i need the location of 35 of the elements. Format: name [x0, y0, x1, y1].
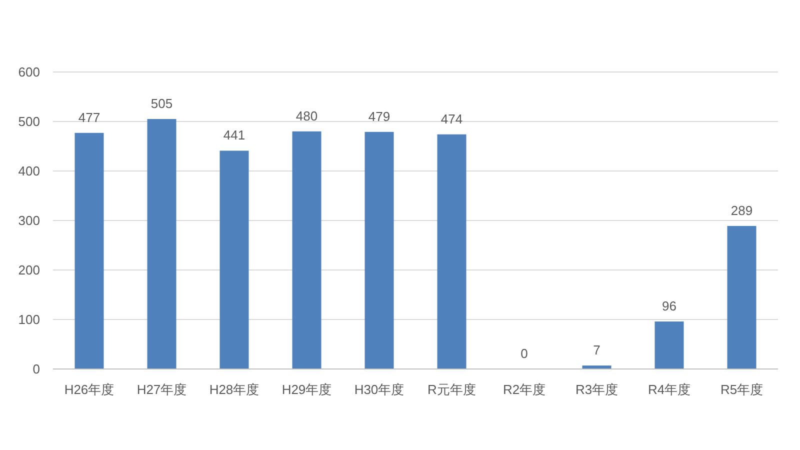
x-tick-label: H27年度 — [136, 382, 187, 397]
bar — [220, 150, 249, 369]
x-tick-label: H30年度 — [354, 382, 404, 397]
x-tick-label: H28年度 — [209, 382, 260, 397]
x-tick-label: R5年度 — [720, 382, 764, 397]
data-label: 289 — [730, 202, 753, 218]
x-tick-label: R4年度 — [648, 382, 691, 397]
y-tick-label: 400 — [18, 164, 40, 178]
data-label: 441 — [223, 128, 246, 143]
data-label: 0 — [520, 346, 528, 361]
y-tick-label: 600 — [18, 64, 40, 80]
data-label: 96 — [662, 298, 676, 314]
data-label: 477 — [78, 110, 100, 125]
data-label: 480 — [296, 108, 318, 124]
bar — [654, 321, 684, 369]
y-tick-label: 200 — [18, 262, 40, 278]
bar — [364, 132, 394, 369]
y-tick-label: 500 — [18, 114, 40, 129]
bar — [437, 134, 466, 369]
x-tick-label: H26年度 — [64, 382, 114, 397]
bar — [727, 226, 756, 369]
x-tick-label: H29年度 — [282, 382, 332, 397]
bar — [292, 131, 322, 369]
y-tick-label: 0 — [32, 362, 40, 376]
bar — [147, 119, 176, 369]
data-label: 479 — [368, 108, 390, 124]
x-tick-label: R3年度 — [575, 382, 618, 397]
x-tick-label: R2年度 — [502, 382, 546, 397]
y-tick-label: 100 — [18, 312, 40, 327]
data-label: 505 — [150, 96, 173, 112]
y-tick-label: 300 — [18, 213, 40, 228]
data-label: 474 — [440, 111, 463, 126]
bar — [74, 132, 104, 369]
x-tick-label: R元年度 — [428, 382, 476, 397]
data-label: 7 — [593, 342, 600, 358]
